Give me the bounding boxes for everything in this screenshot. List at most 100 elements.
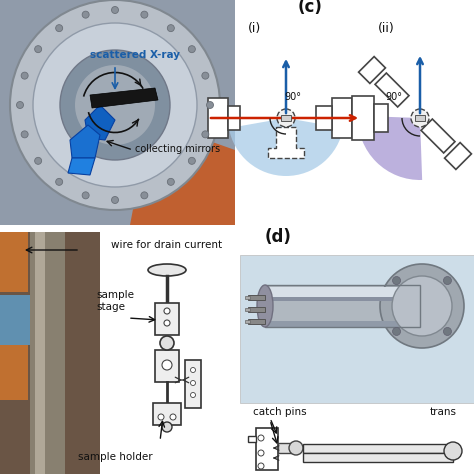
Circle shape [191, 381, 195, 385]
Bar [228, 106, 240, 130]
Polygon shape [358, 56, 385, 83]
Circle shape [191, 392, 195, 398]
Circle shape [60, 50, 170, 160]
Circle shape [207, 101, 213, 109]
Bar [248, 319, 265, 324]
Bar [374, 104, 388, 132]
Bar [278, 443, 296, 453]
Circle shape [167, 178, 174, 185]
Bar [208, 98, 228, 138]
Wedge shape [358, 116, 422, 180]
Circle shape [392, 276, 452, 336]
Polygon shape [90, 88, 158, 108]
Text: wire for drain current: wire for drain current [111, 240, 223, 250]
Bar [240, 255, 474, 403]
Circle shape [82, 11, 89, 18]
Circle shape [141, 11, 148, 18]
Circle shape [188, 157, 195, 164]
Polygon shape [70, 125, 100, 158]
Bar [0, 340, 28, 400]
Circle shape [164, 308, 170, 314]
Polygon shape [68, 158, 95, 175]
Text: (c): (c) [298, 0, 322, 16]
Circle shape [444, 328, 451, 336]
Circle shape [444, 442, 462, 460]
Circle shape [33, 23, 197, 187]
Bar [265, 285, 420, 327]
Bar [316, 106, 332, 130]
Bar [265, 321, 420, 327]
Circle shape [55, 25, 63, 32]
Bar [153, 403, 181, 425]
Circle shape [289, 441, 303, 455]
Circle shape [277, 109, 295, 127]
Bar [245, 296, 250, 299]
Text: sample
stage: sample stage [96, 291, 134, 312]
Circle shape [75, 65, 155, 145]
Bar [155, 350, 179, 382]
Text: catch pins: catch pins [253, 407, 307, 417]
Circle shape [111, 7, 118, 13]
Text: trans: trans [430, 407, 457, 417]
Circle shape [160, 336, 174, 350]
Bar [256, 428, 278, 470]
Bar [185, 360, 201, 408]
Circle shape [202, 72, 209, 79]
Bar [352, 96, 374, 140]
Bar [35, 232, 45, 474]
Ellipse shape [148, 264, 186, 276]
Text: (ii): (ii) [378, 22, 395, 35]
Bar [0, 232, 28, 292]
Circle shape [21, 131, 28, 138]
Polygon shape [85, 105, 115, 140]
Circle shape [111, 197, 118, 203]
Circle shape [167, 25, 174, 32]
Circle shape [35, 46, 42, 53]
Bar [265, 297, 420, 301]
Polygon shape [421, 119, 455, 153]
Text: (i): (i) [248, 22, 261, 35]
Circle shape [10, 0, 220, 210]
Bar [30, 232, 65, 474]
Text: scattered X-ray: scattered X-ray [90, 50, 180, 60]
Bar [265, 285, 420, 327]
Circle shape [380, 264, 464, 348]
Text: collecting mirrors: collecting mirrors [135, 144, 220, 154]
Polygon shape [130, 120, 235, 225]
Circle shape [55, 178, 63, 185]
Polygon shape [268, 127, 304, 158]
Circle shape [21, 72, 28, 79]
Circle shape [258, 435, 264, 441]
Wedge shape [229, 118, 343, 176]
Circle shape [411, 109, 429, 127]
Bar [248, 307, 265, 312]
Circle shape [158, 414, 164, 420]
Bar [265, 287, 420, 297]
Circle shape [444, 276, 451, 284]
Circle shape [162, 422, 172, 432]
Circle shape [170, 414, 176, 420]
Circle shape [191, 367, 195, 373]
Bar [245, 308, 250, 311]
Circle shape [82, 192, 89, 199]
Circle shape [141, 192, 148, 199]
Bar [303, 453, 453, 462]
Text: 90°: 90° [284, 92, 301, 102]
Circle shape [164, 320, 170, 326]
Circle shape [202, 131, 209, 138]
Circle shape [392, 276, 401, 284]
Bar [0, 232, 100, 474]
Circle shape [35, 157, 42, 164]
Bar [248, 436, 256, 442]
Bar [0, 295, 30, 345]
Polygon shape [375, 73, 409, 107]
Bar [0, 0, 235, 225]
Circle shape [258, 463, 264, 469]
Circle shape [17, 101, 24, 109]
Bar [245, 320, 250, 323]
Bar [155, 303, 179, 335]
Text: sample holder: sample holder [78, 452, 152, 462]
Text: (d): (d) [265, 228, 292, 246]
Circle shape [392, 328, 401, 336]
Circle shape [162, 360, 172, 370]
